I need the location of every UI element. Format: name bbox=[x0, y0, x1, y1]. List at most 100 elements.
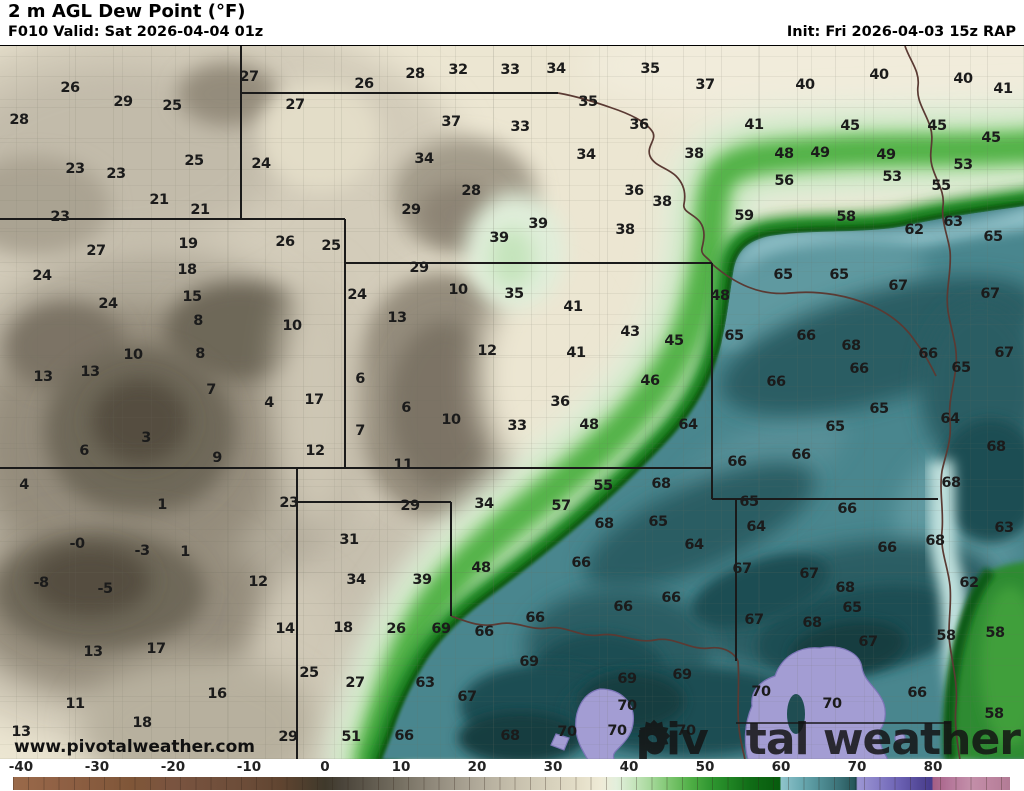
dewpoint-label: 48 bbox=[774, 146, 794, 162]
dewpoint-label: 6 bbox=[401, 400, 411, 416]
dewpoint-label: 67 bbox=[994, 345, 1014, 361]
logo-text-tal-weather: tal weather bbox=[745, 714, 1021, 765]
dewpoint-label: 28 bbox=[461, 183, 481, 199]
dewpoint-label: 68 bbox=[802, 615, 822, 631]
dewpoint-label: 23 bbox=[279, 495, 299, 511]
colorbar-ticks: -40 -30 -20 -10 0 10 20 30 40 50 60 70 80 bbox=[0, 759, 1024, 776]
dewpoint-label: 67 bbox=[858, 634, 878, 650]
dewpoint-label: 66 bbox=[766, 374, 786, 390]
dewpoint-label: 36 bbox=[624, 183, 644, 199]
dewpoint-label: 10 bbox=[441, 412, 461, 428]
dewpoint-label: 70 bbox=[822, 696, 842, 712]
dewpoint-label: 59 bbox=[734, 208, 754, 224]
dewpoint-label: 65 bbox=[825, 419, 845, 435]
dewpoint-label: 29 bbox=[409, 260, 429, 276]
dewpoint-label: 68 bbox=[651, 476, 671, 492]
dewpoint-label: 56 bbox=[774, 173, 794, 189]
dewpoint-label: 9 bbox=[212, 450, 222, 466]
dewpoint-label: 63 bbox=[415, 675, 435, 691]
dewpoint-label: 64 bbox=[940, 411, 960, 427]
dewpoint-label: 35 bbox=[578, 94, 598, 110]
dewpoint-label: 58 bbox=[985, 625, 1005, 641]
dewpoint-label: 66 bbox=[796, 328, 816, 344]
dewpoint-label: 39 bbox=[489, 230, 509, 246]
dewpoint-label: 70 bbox=[751, 684, 771, 700]
dewpoint-label: 29 bbox=[400, 498, 420, 514]
dewpoint-label: 55 bbox=[931, 178, 951, 194]
dewpoint-label: 33 bbox=[507, 418, 527, 434]
init-time-label: Init: Fri 2026-04-03 15z RAP bbox=[786, 24, 1016, 40]
dewpoint-label: 49 bbox=[810, 145, 830, 161]
dewpoint-label: 66 bbox=[877, 540, 897, 556]
dewpoint-label: 13 bbox=[387, 310, 407, 326]
dewpoint-label: 27 bbox=[345, 675, 365, 691]
dewpoint-label: 68 bbox=[841, 338, 861, 354]
dewpoint-label: 24 bbox=[347, 287, 367, 303]
dewpoint-label: 25 bbox=[299, 665, 319, 681]
dewpoint-label: 45 bbox=[664, 333, 684, 349]
dewpoint-label: 34 bbox=[346, 572, 366, 588]
dewpoint-label: 66 bbox=[907, 685, 927, 701]
dewpoint-label: 23 bbox=[106, 166, 126, 182]
dewpoint-label: 21 bbox=[190, 202, 210, 218]
dewpoint-field bbox=[0, 46, 1024, 760]
dewpoint-label: 34 bbox=[474, 496, 494, 512]
dewpoint-label: 10 bbox=[448, 282, 468, 298]
dewpoint-label: 58 bbox=[984, 706, 1004, 722]
map-header: 2 m AGL Dew Point (°F) F010 Valid: Sat 2… bbox=[0, 0, 1024, 45]
colorbar-tick: 40 bbox=[619, 759, 639, 775]
dewpoint-label: 37 bbox=[695, 77, 715, 93]
dewpoint-label: 16 bbox=[207, 686, 227, 702]
colorbar-tick: -20 bbox=[160, 759, 186, 775]
dewpoint-label: 26 bbox=[354, 76, 374, 92]
dewpoint-label: 65 bbox=[773, 267, 793, 283]
dewpoint-label: 7 bbox=[355, 423, 365, 439]
dewpoint-label: 51 bbox=[341, 729, 361, 745]
dewpoint-label: 38 bbox=[652, 194, 672, 210]
dewpoint-label: 17 bbox=[304, 392, 324, 408]
dewpoint-label: 63 bbox=[943, 214, 963, 230]
dewpoint-label: 65 bbox=[648, 514, 668, 530]
dewpoint-label: 34 bbox=[414, 151, 434, 167]
dewpoint-label: 18 bbox=[333, 620, 353, 636]
dewpoint-label: 53 bbox=[882, 169, 902, 185]
dewpoint-label: 28 bbox=[9, 112, 29, 128]
dewpoint-label: 45 bbox=[981, 130, 1001, 146]
dewpoint-label: 48 bbox=[710, 288, 730, 304]
dewpoint-label: 27 bbox=[86, 243, 106, 259]
dewpoint-label: 66 bbox=[474, 624, 494, 640]
dewpoint-label: 15 bbox=[182, 289, 202, 305]
dewpoint-label: 1 bbox=[180, 544, 190, 560]
dewpoint-label: 43 bbox=[620, 324, 640, 340]
dewpoint-label: 8 bbox=[193, 313, 203, 329]
colorbar-tick: -30 bbox=[84, 759, 110, 775]
state-borders bbox=[0, 46, 950, 760]
colorbar-tick: 80 bbox=[923, 759, 943, 775]
dewpoint-label: 70 bbox=[676, 723, 696, 739]
colorbar-segments bbox=[13, 777, 1010, 790]
dewpoint-label: 28 bbox=[405, 66, 425, 82]
dewpoint-label: 14 bbox=[275, 621, 295, 637]
dewpoint-label: 27 bbox=[239, 69, 259, 85]
colorbar-tick: 50 bbox=[695, 759, 715, 775]
dewpoint-label: 11 bbox=[393, 457, 413, 473]
dewpoint-label: 65 bbox=[983, 229, 1003, 245]
dewpoint-label: 68 bbox=[986, 439, 1006, 455]
dewpoint-label: 65 bbox=[724, 328, 744, 344]
colorbar-gradient bbox=[13, 777, 1010, 790]
gear-icon bbox=[637, 719, 745, 759]
dewpoint-label: -3 bbox=[134, 543, 150, 559]
colorbar-tick: 70 bbox=[847, 759, 867, 775]
dewpoint-label: 66 bbox=[791, 447, 811, 463]
dewpoint-label: 38 bbox=[684, 146, 704, 162]
dewpoint-label: 58 bbox=[936, 628, 956, 644]
dewpoint-label: 34 bbox=[576, 147, 596, 163]
dewpoint-label: 18 bbox=[132, 715, 152, 731]
dewpoint-label: 67 bbox=[732, 561, 752, 577]
dewpoint-label: 66 bbox=[837, 501, 857, 517]
dewpoint-label: 12 bbox=[305, 443, 325, 459]
dewpoint-label: 31 bbox=[339, 532, 359, 548]
dewpoint-label: 70 bbox=[557, 724, 577, 740]
dewpoint-label: 29 bbox=[401, 202, 421, 218]
dewpoint-label: 21 bbox=[149, 192, 169, 208]
